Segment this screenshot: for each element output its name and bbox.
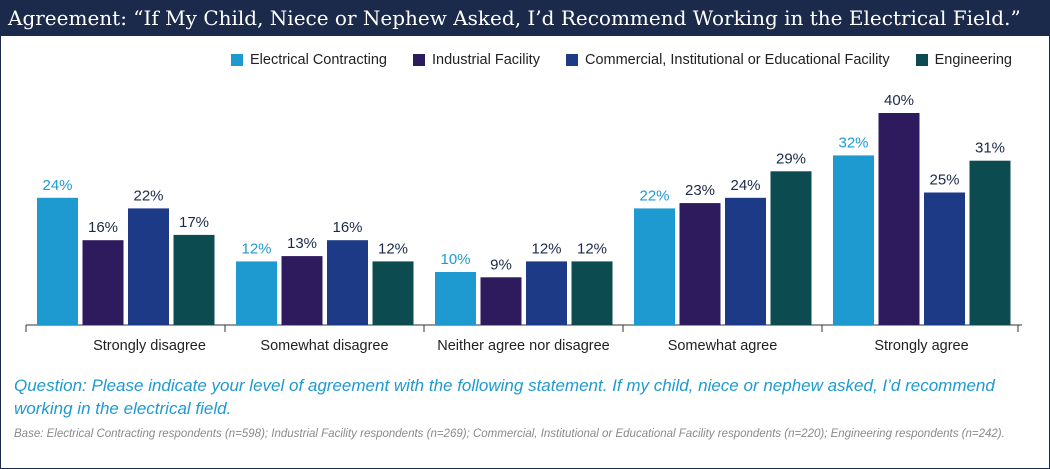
data-label: 31% [975,140,1005,157]
x-tick-label-strongly-agree: Strongly agree [874,338,968,354]
bar-electrical-contracting-somewhat-agree [634,208,675,325]
x-tick-label-somewhat-agree: Somewhat agree [668,338,778,354]
base-note: Base: Electrical Contracting respondents… [14,428,1005,440]
legend-swatch [915,54,928,66]
legend: Electrical Contracting Industrial Facilit… [230,52,1012,68]
data-label: 22% [133,187,163,204]
data-label: 24% [730,177,760,194]
x-tick-label-strongly-disagree: Strongly disagree [93,338,206,354]
bar-industrial-facility-neither-agree-nor-disagree [480,277,522,325]
data-label: 17% [179,214,209,231]
data-label: 23% [685,182,715,199]
data-label: 12% [241,240,271,257]
bar-electrical-contracting-strongly-agree [833,155,874,325]
data-label: 16% [88,219,118,236]
bar-chart: 24% 16% 22% 17% Strongly disagree 12% 13% 16% 12… [25,92,1022,354]
data-label: 25% [929,172,959,189]
bar-commercial-institutional-or-educational-facility-strongly-agree [924,192,965,325]
bar-engineering-strongly-disagree [173,234,215,325]
legend-label: Industrial Facility [431,52,540,68]
data-label: 16% [332,219,362,236]
legend-label: Engineering [934,52,1012,68]
data-label: 12% [378,240,408,257]
data-label: 12% [577,240,607,257]
bar-electrical-contracting-somewhat-disagree [236,261,277,325]
bar-commercial-institutional-or-educational-facility-somewhat-agree [725,197,766,325]
legend-item-electrical-contracting: Electrical Contracting [230,52,387,68]
bar-commercial-institutional-or-educational-facility-somewhat-disagree [327,240,368,325]
bar-electrical-contracting-neither-agree-nor-disagree [435,272,476,325]
bar-electrical-contracting-strongly-disagree [37,197,78,325]
bar-engineering-somewhat-agree [770,171,812,325]
bar-industrial-facility-strongly-agree [878,113,920,325]
data-label: 10% [440,251,470,268]
legend-item-engineering: Engineering [915,52,1012,68]
legend-item-industrial-facility: Industrial Facility [412,52,540,68]
legend-item-commercial-institutional-or-educational-facility: Commercial, Institutional or Educational… [565,52,890,68]
data-label: 29% [776,150,806,167]
data-label: 9% [490,256,512,273]
data-label: 13% [287,235,317,252]
data-label: 32% [838,134,868,151]
question-text: Question: Please indicate your level of … [14,376,995,418]
data-label: 22% [639,187,669,204]
bar-engineering-neither-agree-nor-disagree [571,261,613,325]
bar-engineering-somewhat-disagree [372,261,414,325]
bar-industrial-facility-somewhat-disagree [281,256,323,325]
bar-engineering-strongly-agree [969,160,1011,325]
data-label: 24% [42,177,72,194]
bar-industrial-facility-strongly-disagree [82,240,124,325]
bar-commercial-institutional-or-educational-facility-neither-agree-nor-disagree [526,261,567,325]
legend-swatch [565,54,578,66]
chart-title: Agreement: “If My Child, Niece or Nephew… [8,6,1021,30]
title-bar: Agreement: “If My Child, Niece or Nephew… [0,0,1050,36]
legend-label: Commercial, Institutional or Educational… [584,52,890,68]
x-tick-label-neither-agree-nor-disagree: Neither agree nor disagree [437,338,610,354]
legend-label: Electrical Contracting [249,52,387,68]
bar-commercial-institutional-or-educational-facility-strongly-disagree [128,208,169,325]
data-label: 12% [531,240,561,257]
legend-swatch [412,54,425,66]
legend-swatch [230,54,243,66]
x-tick-label-somewhat-disagree: Somewhat disagree [260,338,388,354]
bar-industrial-facility-somewhat-agree [679,203,721,325]
data-label: 40% [884,92,914,109]
